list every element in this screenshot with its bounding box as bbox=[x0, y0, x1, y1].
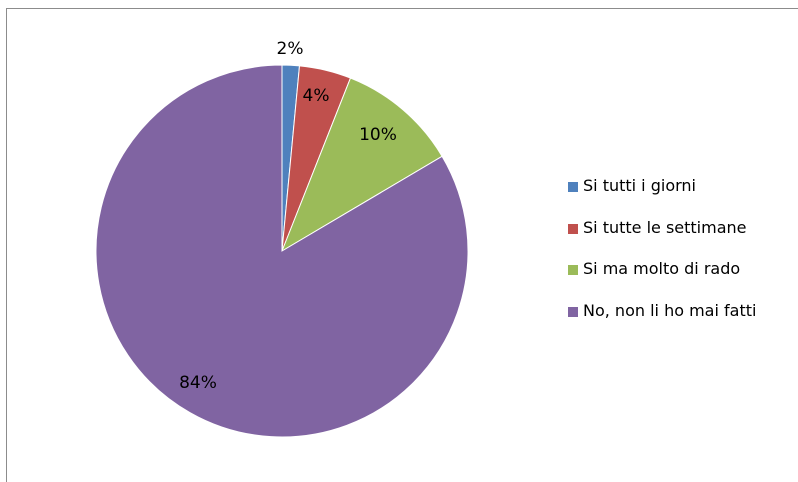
legend-swatch bbox=[568, 182, 578, 192]
data-label-3: 10% bbox=[359, 125, 397, 145]
chart-area bbox=[6, 8, 798, 482]
legend-label: Si ma molto di rado bbox=[583, 259, 741, 278]
legend-label: No, non li ho mai fatti bbox=[583, 300, 757, 320]
legend-item-si-tutte-le-settimane: Si tutte le settimane bbox=[568, 218, 756, 260]
legend-swatch bbox=[568, 223, 578, 234]
legend-label: Si tutti i giorni bbox=[583, 176, 696, 195]
legend-label: Si tutte le settimane bbox=[583, 217, 747, 237]
legend-swatch bbox=[568, 306, 578, 317]
legend-item-no-non-li-ho-mai-fatti: No, non li ho mai fatti bbox=[568, 301, 756, 343]
legend-item-si-ma-molto-di-rado: Si ma molto di rado bbox=[568, 259, 756, 301]
pie-slice-3 bbox=[280, 77, 443, 253]
legend-swatch bbox=[568, 265, 578, 275]
pie-slices bbox=[95, 64, 469, 438]
legend-item-si-tutti-i-giorni: Si tutti i giorni bbox=[568, 176, 756, 218]
data-label-1: 2% bbox=[277, 39, 304, 59]
data-label-2: 4% bbox=[303, 86, 330, 106]
pie-slice-4 bbox=[95, 64, 469, 438]
pie-data-labels: 2% 4% 10% 84% bbox=[179, 39, 397, 393]
chart-legend: Si tutti i giorni Si tutte le settimane … bbox=[568, 176, 756, 342]
data-label-4: 84% bbox=[179, 373, 217, 393]
